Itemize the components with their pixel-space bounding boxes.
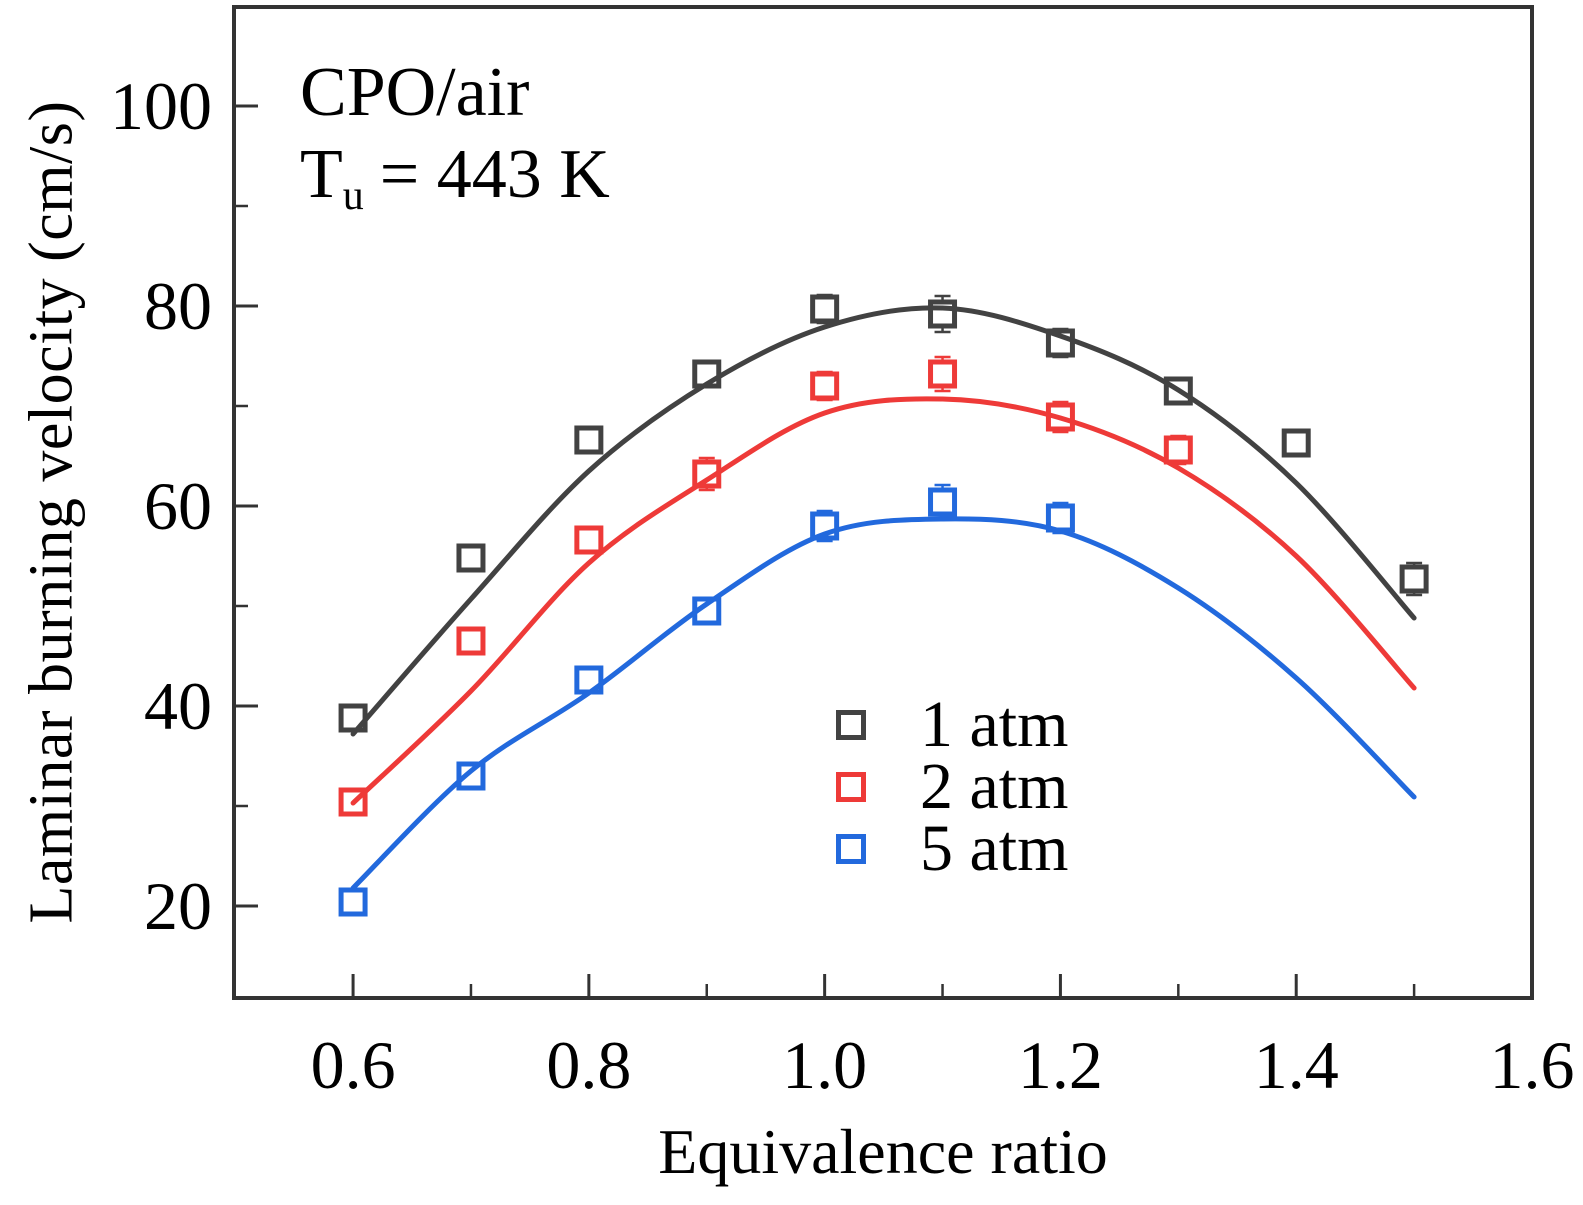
series-5-atm-marker [810, 511, 840, 541]
x-tick-label-0.6: 0.6 [311, 1027, 396, 1103]
series-5-atm-marker [456, 761, 486, 791]
series-2-atm-marker [338, 787, 368, 817]
legend-label-2atm: 2 atm [920, 750, 1069, 823]
series-2-atm-marker [928, 359, 958, 389]
x-tick-label-1.4: 1.4 [1254, 1027, 1339, 1103]
series-1-atm-marker [1281, 428, 1311, 458]
series-5-atm-marker [338, 887, 368, 917]
annotation: CPO/air Tu = 443 K [300, 52, 610, 237]
plot-frame [232, 5, 1534, 1000]
series-2-atm-curve [350, 396, 1417, 806]
legend-entry-5atm: 5 atm [836, 812, 1069, 885]
series-2-atm-marker [692, 459, 722, 489]
x-tick-label-1.6: 1.6 [1490, 1027, 1575, 1103]
legend-marker-1atm-icon [836, 710, 866, 740]
series-5-atm-curve [350, 516, 1417, 891]
x-tick-label-0.8: 0.8 [546, 1027, 631, 1103]
series-2-atm-marker [456, 626, 486, 656]
y-tick-label-80: 80 [144, 268, 212, 344]
legend: 1 atm 2 atm 5 atm [836, 688, 1069, 885]
x-axis-title: Equivalence ratio [658, 1116, 1108, 1187]
x-tick-label-1.2: 1.2 [1018, 1027, 1103, 1103]
legend-marker-2atm-icon [836, 772, 866, 802]
series-2-atm-marker [810, 371, 840, 401]
legend-label-5atm: 5 atm [920, 812, 1069, 885]
series-1-atm-marker [456, 543, 486, 573]
legend-label-1atm: 1 atm [920, 688, 1069, 761]
series-1-atm-marker [338, 703, 368, 733]
annotation-temp-value: = 443 K [379, 136, 610, 213]
annotation-temp-symbol: T [300, 136, 343, 213]
series-5-atm-marker [1045, 503, 1075, 533]
series-1-atm-marker [1163, 376, 1193, 406]
series-1-atm-marker [810, 294, 840, 324]
legend-entry-1atm: 1 atm [836, 688, 1069, 761]
series-1-atm-marker [692, 359, 722, 389]
series-2-atm-marker [574, 525, 604, 555]
annotation-temperature: Tu = 443 K [300, 134, 610, 237]
series-2-atm-marker [1045, 402, 1075, 432]
series-1-atm-marker [1399, 564, 1429, 594]
legend-marker-5atm-icon [836, 834, 866, 864]
series-1-atm-marker [1045, 328, 1075, 358]
y-axis-title: Laminar burning velocity (cm/s) [17, 100, 86, 924]
annotation-temp-subscript: u [342, 172, 364, 219]
series-1-atm-marker [574, 425, 604, 455]
y-tick-label-40: 40 [144, 668, 212, 744]
y-tick-label-60: 60 [144, 468, 212, 544]
series-5-atm-marker [928, 487, 958, 517]
series-5-atm-marker [692, 596, 722, 626]
x-tick-label-1.0: 1.0 [782, 1027, 867, 1103]
annotation-fuel: CPO/air [300, 54, 530, 131]
series-2-atm-marker [1163, 435, 1193, 465]
y-tick-label-100: 100 [110, 68, 212, 144]
series-1-atm-marker [928, 299, 958, 329]
series-5-atm-marker [574, 665, 604, 695]
series-1-atm-curve [350, 305, 1417, 737]
legend-entry-2atm: 2 atm [836, 750, 1069, 823]
y-tick-label-20: 20 [144, 868, 212, 944]
